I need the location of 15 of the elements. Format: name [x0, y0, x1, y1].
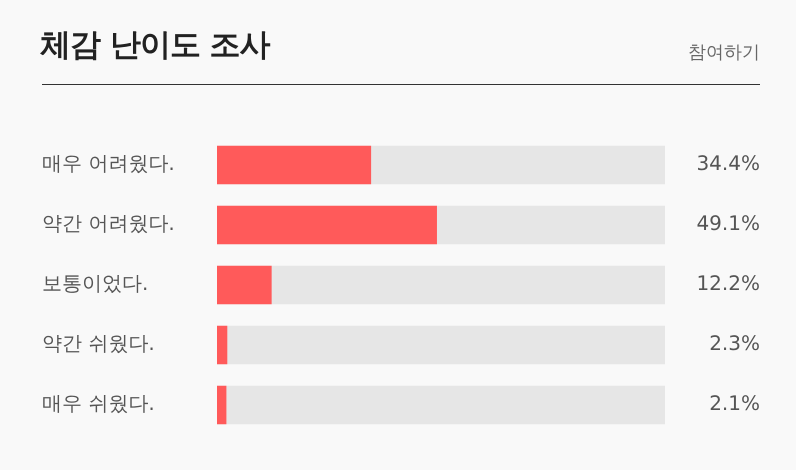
y-tick-label: 약간 쉬웠다.	[42, 331, 155, 356]
data-label: 12.2%	[696, 271, 760, 296]
chart-title: 체감 난이도 조사	[40, 26, 270, 65]
bar	[217, 386, 226, 424]
data-label: 2.1%	[709, 391, 760, 416]
data-label: 49.1%	[696, 211, 760, 236]
bar	[217, 326, 228, 364]
y-tick-label: 약간 어려웠다.	[42, 211, 175, 236]
y-tick-label: 매우 쉬웠다.	[42, 391, 155, 416]
data-label: 34.4%	[696, 151, 760, 176]
bar	[217, 266, 272, 304]
y-tick-label: 매우 어려웠다.	[42, 151, 175, 176]
data-label: 2.3%	[709, 331, 760, 356]
text: 참여하기	[688, 41, 760, 64]
y-tick-label: 보통이었다.	[42, 271, 148, 296]
